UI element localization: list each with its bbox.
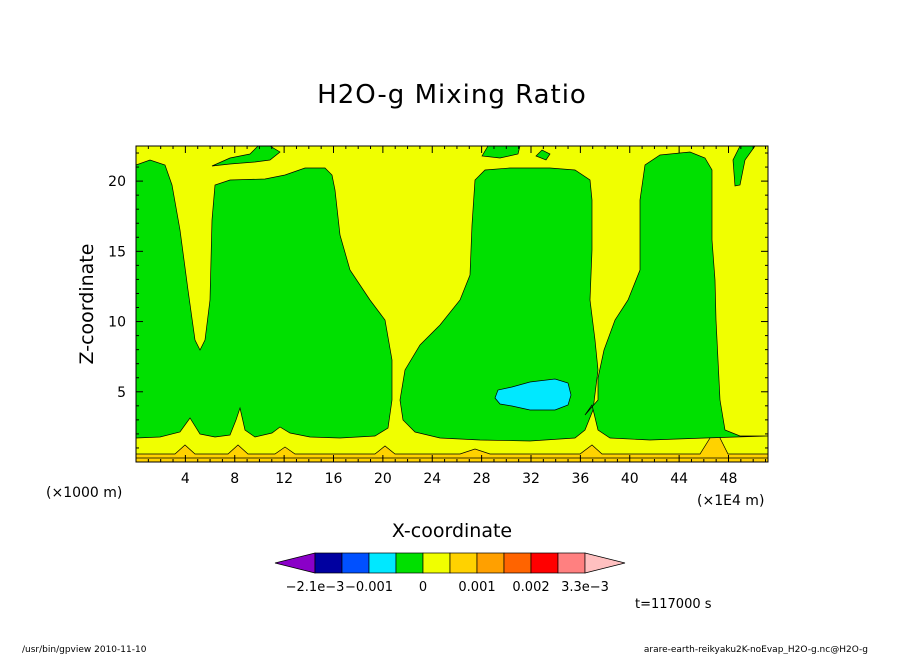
x-tick-label: 8 (230, 471, 239, 487)
y-tick-label: 20 (108, 174, 126, 190)
colorbar-box (503, 552, 532, 574)
plot-frame (135, 145, 769, 463)
colorbar-box (395, 552, 424, 574)
x-axis: 4 8 12 16 20 24 28 32 36 40 44 48 (147, 146, 767, 487)
x-tick-label: 44 (670, 471, 688, 487)
colorbar-label: 0.002 (512, 580, 549, 595)
colorbar-label: −0.001 (345, 580, 393, 595)
y-tick-label: 10 (108, 315, 126, 331)
colorbar-box (341, 552, 370, 574)
x-tick-label: 28 (473, 471, 491, 487)
x-tick-label: 12 (275, 471, 293, 487)
x-tick-label: 24 (423, 471, 441, 487)
colorbar-label: −2.1e−3 (286, 580, 345, 595)
y-axis-label: Z-coordinate (76, 244, 98, 365)
colorbar-label: 3.3e−3 (561, 580, 609, 595)
x-tick-label: 20 (374, 471, 392, 487)
footer-left: /usr/bin/gpview 2010-11-10 (22, 645, 147, 654)
colorbar-right-arrow (584, 552, 626, 574)
colorbar: −2.1e−3 −0.001 0 0.001 0.002 3.3e−3 (274, 552, 626, 595)
colorbar-left-arrow (274, 552, 316, 574)
footer-right: arare-earth-reikyaku2K-noEvap_H2O-g.nc@H… (644, 645, 868, 654)
green-region-right (584, 146, 768, 441)
plot-area (135, 145, 769, 463)
colorbar-box (422, 552, 451, 574)
green-region-top-b (481, 146, 521, 159)
chart-title: H2O-g Mixing Ratio (317, 80, 587, 110)
x-tick-label: 16 (325, 471, 343, 487)
x-axis-label: X-coordinate (392, 520, 512, 542)
x-tick-label: 32 (522, 471, 540, 487)
colorbar-box (449, 552, 478, 574)
y-tick-label: 15 (108, 244, 126, 260)
x-tick-label: 4 (181, 471, 190, 487)
x-unit-right: (×1E4 m) (697, 493, 764, 509)
cyan-region (494, 378, 572, 411)
y-tick-label: 5 (117, 385, 126, 401)
green-region-top-c (535, 149, 551, 161)
colorbar-box (476, 552, 505, 574)
colorbar-box (368, 552, 397, 574)
x-unit-left: (×1000 m) (46, 485, 122, 501)
x-tick-label: 40 (621, 471, 639, 487)
green-region-top-a (211, 146, 281, 167)
x-tick-label: 36 (571, 471, 589, 487)
colorbar-label: 0 (419, 580, 427, 595)
green-region-left (136, 159, 393, 439)
y-axis: 5 10 15 20 (108, 152, 768, 449)
colorbar-label: 0.001 (458, 580, 495, 595)
time-label: t=117000 s (635, 597, 712, 612)
colorbar-box (530, 552, 559, 574)
colorbar-box (557, 552, 586, 574)
x-tick-label: 48 (720, 471, 738, 487)
colorbar-box (314, 552, 343, 574)
green-region-middle (399, 167, 599, 442)
